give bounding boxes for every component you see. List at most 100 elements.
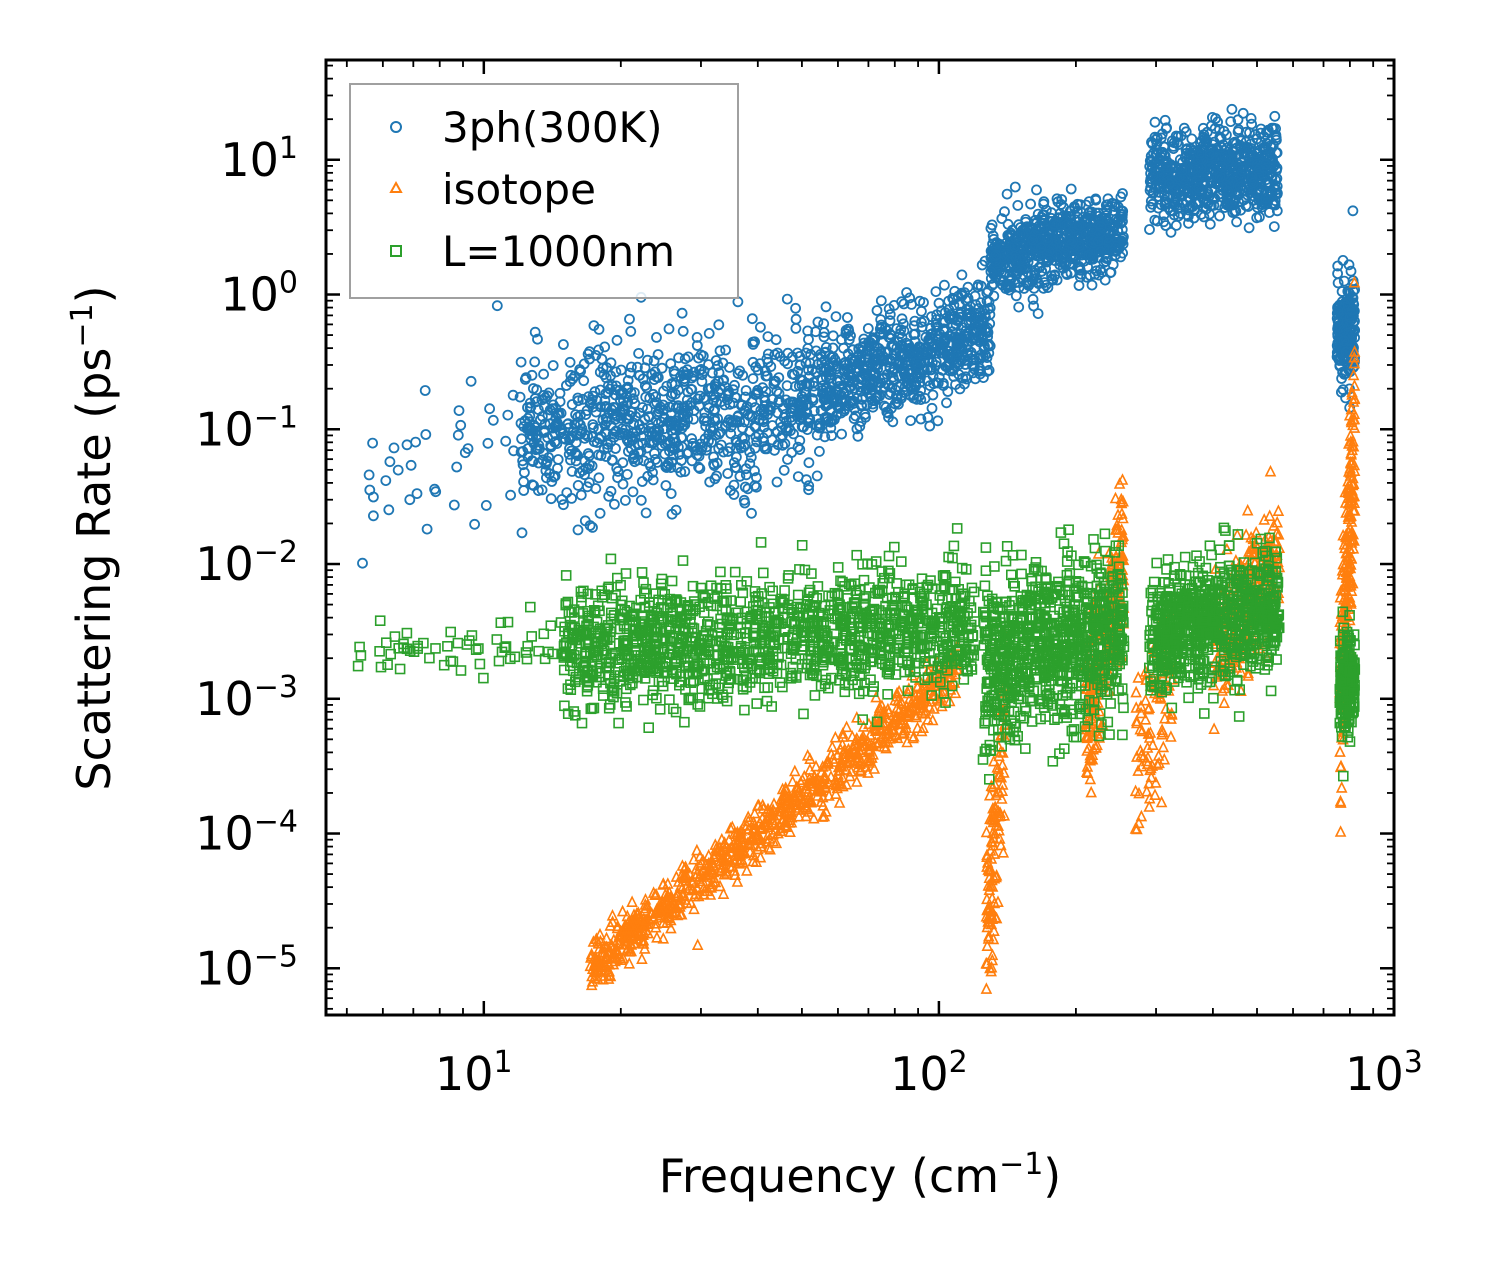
data-point-3ph (739, 433, 750, 444)
data-point-3ph (703, 429, 714, 441)
data-point-3ph (699, 412, 710, 424)
data-point-3ph (688, 405, 700, 416)
data-point-3ph (1017, 250, 1028, 261)
data-point-3ph (956, 269, 968, 281)
data-point-3ph (1159, 114, 1171, 126)
data-point-3ph (855, 381, 867, 393)
data-point-3ph (695, 363, 707, 375)
data-point-3ph (448, 499, 460, 511)
data-point-3ph (528, 383, 539, 394)
data-point-3ph (840, 324, 852, 336)
data-point-3ph (709, 473, 721, 485)
data-point-3ph (1016, 264, 1027, 276)
data-point-3ph (986, 279, 998, 291)
data-point-3ph (833, 403, 845, 414)
data-point-3ph (1089, 268, 1101, 280)
data-point-3ph (392, 464, 404, 476)
data-point-3ph (430, 486, 442, 498)
data-point-3ph (1086, 279, 1098, 291)
data-point-3ph (722, 417, 734, 429)
data-point-3ph (1009, 181, 1021, 193)
data-point-3ph (507, 389, 519, 401)
data-point-3ph (583, 477, 595, 489)
data-point-3ph (452, 429, 464, 441)
data-point-3ph (482, 437, 494, 449)
data-point-3ph (566, 492, 577, 504)
data-point-3ph (516, 433, 527, 445)
data-point-3ph (840, 328, 852, 340)
data-point-3ph (875, 326, 887, 338)
data-point-3ph (1027, 256, 1039, 268)
data-point-3ph (916, 321, 928, 333)
data-point-3ph (562, 418, 574, 430)
data-point-3ph (462, 443, 474, 455)
data-point-3ph (842, 312, 853, 323)
data-point-3ph (1027, 293, 1039, 305)
data-point-3ph (969, 290, 981, 302)
data-point-3ph (820, 371, 832, 383)
data-point-3ph (713, 319, 725, 331)
data-point-3ph (558, 339, 569, 350)
data-point-3ph (593, 433, 605, 445)
data-point-3ph (599, 341, 611, 353)
data-point-3ph (643, 425, 654, 437)
data-point-3ph (357, 557, 368, 569)
data-point-3ph (847, 344, 858, 356)
data-point-3ph (517, 445, 529, 457)
data-point-3ph (796, 412, 808, 424)
data-point-3ph (740, 469, 752, 481)
data-point-3ph (916, 316, 927, 328)
data-point-3ph (875, 295, 887, 307)
data-point-3ph (421, 523, 433, 535)
data-point-3ph (905, 415, 916, 427)
data-point-3ph (739, 497, 751, 509)
data-point-3ph (758, 441, 770, 453)
data-point-3ph (895, 324, 907, 336)
data-point-3ph (988, 290, 1000, 302)
data-point-3ph (1060, 267, 1072, 279)
data-point-3ph (419, 385, 431, 396)
data-point-3ph (843, 390, 854, 402)
data-point-3ph (693, 461, 704, 473)
series-3ph(300K) (357, 103, 1360, 569)
data-point-3ph (598, 443, 610, 455)
data-point-3ph (569, 370, 581, 382)
data-point-3ph (661, 380, 673, 392)
data-point-3ph (569, 447, 581, 459)
data-point-3ph (930, 356, 942, 368)
data-point-3ph (566, 465, 578, 477)
data-point-3ph (1082, 212, 1094, 224)
data-point-3ph (746, 313, 758, 325)
data-point-3ph (926, 346, 938, 358)
data-point-3ph (943, 351, 954, 363)
data-point-3ph (962, 292, 974, 304)
data-point-3ph (818, 327, 830, 338)
data-point-3ph (872, 390, 883, 402)
data-point-3ph (1072, 205, 1083, 217)
data-point-3ph (1031, 273, 1042, 284)
data-point-3ph (587, 522, 598, 533)
data-point-3ph (1013, 301, 1025, 313)
data-point-3ph (747, 373, 759, 385)
data-point-3ph (609, 414, 621, 425)
data-point-3ph (677, 408, 689, 420)
data-point-3ph (794, 414, 806, 426)
data-point-3ph (826, 430, 837, 442)
data-point-3ph (514, 391, 526, 403)
data-point-3ph (1035, 242, 1047, 254)
data-point-3ph (1083, 249, 1094, 261)
data-point-3ph (1038, 282, 1049, 294)
data-point-3ph (665, 488, 677, 500)
data-point-3ph (876, 355, 888, 367)
data-point-3ph (898, 298, 910, 310)
data-point-3ph (677, 325, 689, 337)
data-point-3ph (411, 488, 423, 500)
data-point-3ph (941, 397, 952, 409)
data-point-3ph (1041, 232, 1053, 244)
data-point-3ph (878, 400, 890, 412)
data-point-3ph (384, 456, 396, 468)
data-point-3ph (723, 385, 734, 397)
data-point-3ph (1074, 264, 1086, 276)
data-point-3ph (679, 375, 690, 387)
